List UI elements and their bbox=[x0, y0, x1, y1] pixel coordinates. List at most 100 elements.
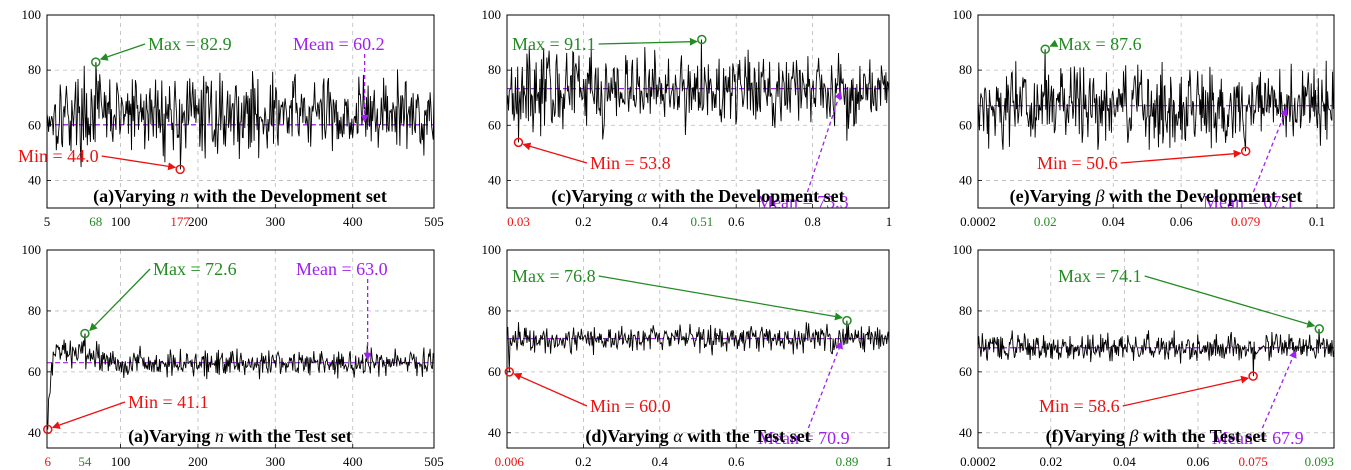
min-x-tick-label: 177 bbox=[170, 214, 190, 229]
min-x-tick-label: 0.006 bbox=[495, 454, 525, 469]
axes-frame bbox=[46, 249, 435, 449]
max-annotation: Max = 82.9 bbox=[148, 34, 232, 54]
x-tick-label: 0.8 bbox=[804, 214, 820, 229]
x-tick-label: 0.2 bbox=[575, 214, 591, 229]
panel-a_dev: 40 60 80 100 5 100 200 300 400 505 68 177 Max = 82.9… bbox=[18, 7, 444, 229]
series-line bbox=[506, 39, 890, 143]
panel-a_test: 40 60 80 100 100 200 300 400 505 54 6 Max = 72.6 Min… bbox=[22, 242, 444, 469]
axes-frame bbox=[506, 14, 890, 209]
min-annotation: Min = 50.6 bbox=[1037, 153, 1118, 173]
x-tick-label: 400 bbox=[343, 454, 363, 469]
y-tick-label: 60 bbox=[488, 117, 501, 132]
mean-annotation: Mean = 63.0 bbox=[296, 259, 388, 279]
mean-arrow bbox=[1261, 349, 1297, 429]
axes-frame bbox=[977, 249, 1335, 449]
series-line bbox=[46, 333, 435, 430]
min-arrow bbox=[1122, 375, 1250, 407]
max-x-tick-label: 0.89 bbox=[836, 454, 859, 469]
y-tick-label: 100 bbox=[22, 7, 42, 22]
y-tick-label: 60 bbox=[28, 117, 41, 132]
x-tick-label: 0.06 bbox=[1170, 214, 1193, 229]
y-tick-label: 100 bbox=[482, 242, 502, 257]
x-tick-label: 0.02 bbox=[1039, 454, 1062, 469]
min-x-tick-label: 0.03 bbox=[507, 214, 530, 229]
min-annotation: Min = 60.0 bbox=[590, 396, 671, 416]
max-x-tick-label: 0.093 bbox=[1305, 454, 1334, 469]
min-arrow bbox=[101, 155, 177, 171]
max-marker bbox=[91, 57, 101, 67]
x-tick-label: 0.4 bbox=[652, 454, 669, 469]
min-marker bbox=[1248, 371, 1258, 381]
x-tick-label: 505 bbox=[424, 454, 444, 469]
x-tick-label: 0.0002 bbox=[960, 214, 996, 229]
x-tick-label: 100 bbox=[111, 214, 131, 229]
panel-title: (c)Varying α with the Development set bbox=[551, 186, 844, 207]
y-tick-label: 80 bbox=[959, 62, 972, 77]
max-marker bbox=[697, 34, 707, 45]
x-tick-label: 0.6 bbox=[728, 214, 745, 229]
y-tick-label: 60 bbox=[959, 117, 972, 132]
axes-frame bbox=[46, 14, 435, 209]
axes-frame bbox=[977, 14, 1335, 209]
min-annotation: Min = 58.6 bbox=[1039, 396, 1120, 416]
min-marker bbox=[504, 367, 515, 377]
y-tick-label: 80 bbox=[488, 303, 501, 318]
min-x-tick-label: 0.079 bbox=[1231, 214, 1260, 229]
min-arrow bbox=[51, 401, 126, 429]
min-arrow bbox=[522, 142, 588, 164]
y-tick-label: 100 bbox=[953, 242, 973, 257]
max-annotation: Max = 87.6 bbox=[1058, 34, 1142, 54]
panel-title: (a)Varying n with the Test set bbox=[128, 426, 352, 447]
max-x-tick-label: 68 bbox=[89, 214, 102, 229]
max-annotation: Max = 91.1 bbox=[512, 34, 596, 54]
mean-annotation: Mean = 60.2 bbox=[293, 34, 385, 54]
x-tick-label: 0.06 bbox=[1187, 454, 1210, 469]
max-x-tick-label: 0.02 bbox=[1034, 214, 1057, 229]
max-annotation: Max = 72.6 bbox=[153, 259, 237, 279]
x-tick-label: 0.0002 bbox=[960, 454, 996, 469]
y-tick-label: 40 bbox=[488, 425, 501, 440]
series-line bbox=[977, 328, 1335, 377]
panel-title: (d)Varying α with the Test set bbox=[585, 426, 810, 447]
min-marker bbox=[43, 424, 53, 435]
min-x-tick-label: 0.075 bbox=[1238, 454, 1267, 469]
mean-annotation: Mean = 73.3 bbox=[757, 192, 849, 212]
max-arrow bbox=[1049, 39, 1059, 47]
x-tick-label: 1 bbox=[886, 214, 893, 229]
y-tick-label: 80 bbox=[488, 62, 501, 77]
y-tick-label: 80 bbox=[959, 303, 972, 318]
max-marker bbox=[842, 315, 852, 326]
y-tick-label: 40 bbox=[959, 172, 972, 187]
x-tick-label: 0.04 bbox=[1113, 454, 1136, 469]
min-annotation: Min = 41.1 bbox=[128, 392, 209, 412]
panel-title: (f)Varying β with the Test set bbox=[1046, 426, 1267, 447]
y-tick-label: 40 bbox=[959, 425, 972, 440]
x-tick-label: 5 bbox=[44, 214, 51, 229]
axes-frame bbox=[506, 249, 890, 449]
y-tick-label: 60 bbox=[28, 364, 41, 379]
max-annotation: Max = 74.1 bbox=[1058, 266, 1142, 286]
min-arrow bbox=[513, 373, 588, 407]
x-tick-label: 200 bbox=[188, 454, 208, 469]
y-tick-label: 100 bbox=[953, 7, 973, 22]
x-tick-label: 1 bbox=[886, 454, 893, 469]
max-arrow bbox=[598, 275, 843, 321]
max-x-tick-label: 0.51 bbox=[690, 214, 713, 229]
series-line bbox=[506, 320, 890, 372]
series-line bbox=[977, 49, 1335, 152]
max-x-tick-label: 54 bbox=[78, 454, 92, 469]
panel-f_test: 40 60 80 100 0.0002 0.02 0.04 0.06 0.093 0.075 Max… bbox=[953, 242, 1335, 469]
y-tick-label: 40 bbox=[488, 172, 501, 187]
max-marker bbox=[1314, 324, 1325, 334]
min-annotation: Min = 53.8 bbox=[590, 153, 671, 173]
max-annotation: Max = 76.8 bbox=[512, 266, 596, 286]
x-tick-label: 100 bbox=[111, 454, 131, 469]
mean-arrow bbox=[1252, 107, 1288, 193]
max-arrow bbox=[89, 268, 151, 332]
min-marker bbox=[513, 137, 524, 148]
y-tick-label: 40 bbox=[28, 172, 41, 187]
mean-annotation: Mean = 70.9 bbox=[758, 428, 850, 448]
x-tick-label: 0.6 bbox=[728, 454, 745, 469]
max-marker bbox=[1040, 44, 1051, 54]
mean-arrow bbox=[806, 90, 843, 193]
